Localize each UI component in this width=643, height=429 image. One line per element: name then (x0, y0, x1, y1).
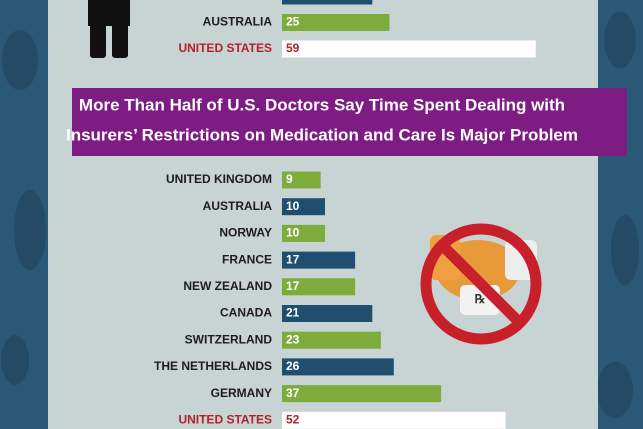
bar (282, 358, 394, 376)
camouflage (1, 12, 639, 418)
bar (282, 251, 356, 269)
bar (282, 171, 321, 189)
category-label: SWITZERLAND (185, 332, 273, 346)
value-label: 26 (286, 359, 300, 373)
bar (282, 385, 442, 403)
value-label: 21 (286, 0, 300, 2)
bar (282, 198, 325, 216)
rx-symbol: ℞ (475, 292, 486, 306)
bar (282, 411, 506, 429)
value-label: 23 (286, 332, 300, 346)
chart-title: Insurers’ Restrictions on Medication and… (66, 125, 578, 144)
value-label: 25 (286, 15, 300, 29)
bar (282, 40, 536, 58)
bar (282, 14, 390, 31)
bar (282, 224, 325, 242)
category-label: AUSTRALIA (203, 15, 273, 29)
value-label: 10 (286, 226, 300, 240)
bar (282, 0, 373, 5)
value-label: 59 (286, 41, 300, 55)
category-label: NEW ZEALAND (183, 279, 272, 293)
category-label: THE NETHERLANDS (154, 359, 272, 373)
category-label: FRANCE (222, 252, 272, 266)
no-rx-icon: ℞ (420, 223, 542, 345)
category-label: UNITED KINGDOM (166, 172, 272, 186)
category-label: UNITED STATES (178, 412, 272, 426)
title-banner (72, 88, 627, 156)
value-label: 21 (286, 306, 300, 320)
value-label: 37 (286, 386, 300, 400)
value-label: 17 (286, 252, 300, 266)
chart-title: More Than Half of U.S. Doctors Say Time … (79, 95, 565, 114)
bar (282, 278, 356, 296)
category-label: NORWAY (219, 226, 272, 240)
category-label: UNITED STATES (178, 41, 272, 55)
category-label: GERMANY (211, 386, 272, 400)
category-label: AUSTRALIA (203, 199, 273, 213)
value-label: 9 (286, 172, 293, 186)
bar (282, 305, 373, 322)
category-label: GERMANY (211, 0, 272, 2)
value-label: 52 (286, 412, 300, 426)
person-silhouette (88, 0, 130, 58)
value-label: 10 (286, 199, 300, 213)
value-label: 17 (286, 279, 300, 293)
category-label: CANADA (220, 306, 272, 320)
bar (282, 331, 381, 349)
